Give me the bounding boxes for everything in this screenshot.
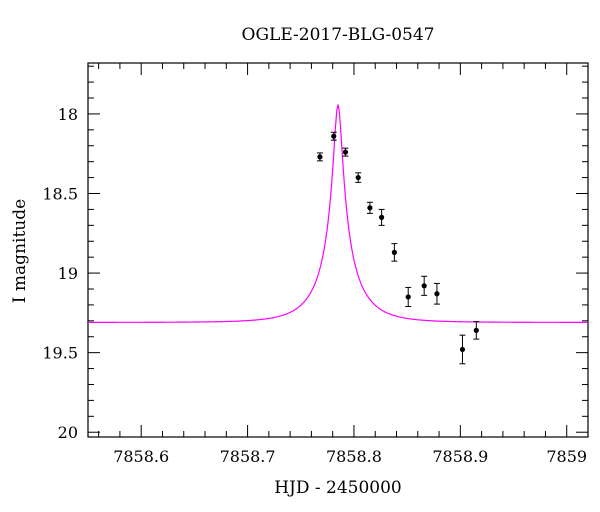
data-point [405,294,411,300]
y-axis-ticks [88,65,588,433]
data-point [459,346,466,353]
data-point-group [473,321,480,340]
data-point-group [391,243,398,262]
chart-title: OGLE-2017-BLG-0547 [242,25,435,45]
model-curve [88,104,588,323]
plot-frame [87,62,589,438]
data-point-group [405,286,412,307]
y-tick-label: 18 [58,105,78,124]
plot-border [87,62,589,438]
x-tick-label: 7858.6 [113,447,169,466]
data-points-layer [316,131,480,365]
data-point-group [330,131,337,141]
x-axis-ticks [98,63,589,437]
x-axis-label: HJD - 2450000 [274,478,402,498]
data-point [379,214,385,220]
y-tick-label: 19 [58,264,78,283]
data-point-group [433,282,440,305]
data-point-group [378,208,385,226]
data-point-group [366,201,373,214]
data-point-group [342,147,349,157]
x-tick-label: 7858.8 [326,447,382,466]
model-curve-layer [88,104,588,323]
data-point [331,133,337,139]
x-tick-label: 7858.9 [432,447,488,466]
y-tick-label: 18.5 [42,185,78,204]
data-point [434,291,440,297]
data-point [473,327,479,333]
data-point [367,205,373,211]
x-axis-tick-labels: 7858.6 7858.7 7858.8 7858.9 7859 [113,447,587,466]
data-point [355,174,361,181]
data-point-group [459,334,466,365]
y-axis-label: I magnitude [10,199,30,303]
x-tick-label: 7859 [546,447,587,466]
y-axis-tick-labels: 18 18.5 19 19.5 20 [42,105,78,442]
data-point [317,154,323,160]
data-point [421,283,427,289]
data-point-group [355,172,362,183]
data-point [342,149,349,155]
data-point [391,249,397,255]
data-point-group [421,275,428,296]
y-tick-label: 20 [58,423,78,442]
y-tick-label: 19.5 [42,344,78,363]
x-tick-label: 7858.7 [220,447,276,466]
data-point-group [316,152,323,162]
